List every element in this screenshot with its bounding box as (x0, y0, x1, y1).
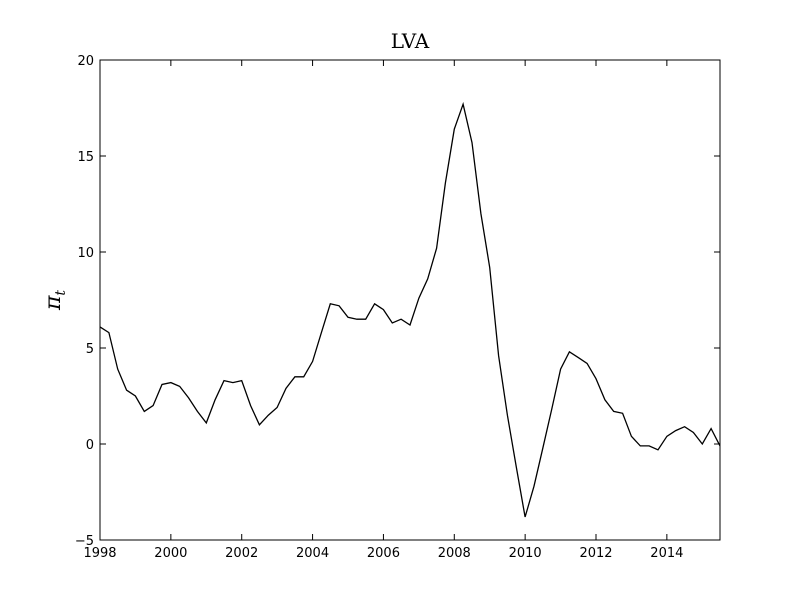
x-tick-label: 2004 (296, 546, 329, 561)
x-tick-label: 2010 (509, 546, 542, 561)
series-line (99, 101, 721, 518)
y-tick-label: 10 (77, 246, 94, 261)
y-tick-label: 5 (86, 342, 94, 357)
chart-title: LVA (391, 29, 430, 53)
x-tick-label: 2006 (367, 546, 400, 561)
y-axis-label-subscript: t (53, 290, 69, 296)
y-tick-label: 15 (77, 150, 94, 165)
x-tick-label: 2008 (438, 546, 471, 561)
plot-frame (99, 59, 721, 541)
y-tick-label: −5 (75, 534, 94, 549)
x-tick-label: 2014 (650, 546, 683, 561)
svg-text:πt: πt (41, 290, 69, 311)
y-tick-label: 20 (77, 54, 94, 69)
y-tick-label: 0 (86, 438, 94, 453)
x-tick-label: 2012 (579, 546, 612, 561)
x-tick-label: 2000 (154, 546, 187, 561)
axis-tick-labels: 1998 2000 2002 2004 2006 2008 2010 2012 2014−505… (75, 54, 684, 561)
y-axis-label: πt (41, 290, 69, 311)
axis-ticks (99, 59, 720, 541)
x-tick-label: 2002 (225, 546, 258, 561)
y-axis-label-main: π (41, 295, 66, 311)
x-tick-label: 1998 (83, 546, 116, 561)
